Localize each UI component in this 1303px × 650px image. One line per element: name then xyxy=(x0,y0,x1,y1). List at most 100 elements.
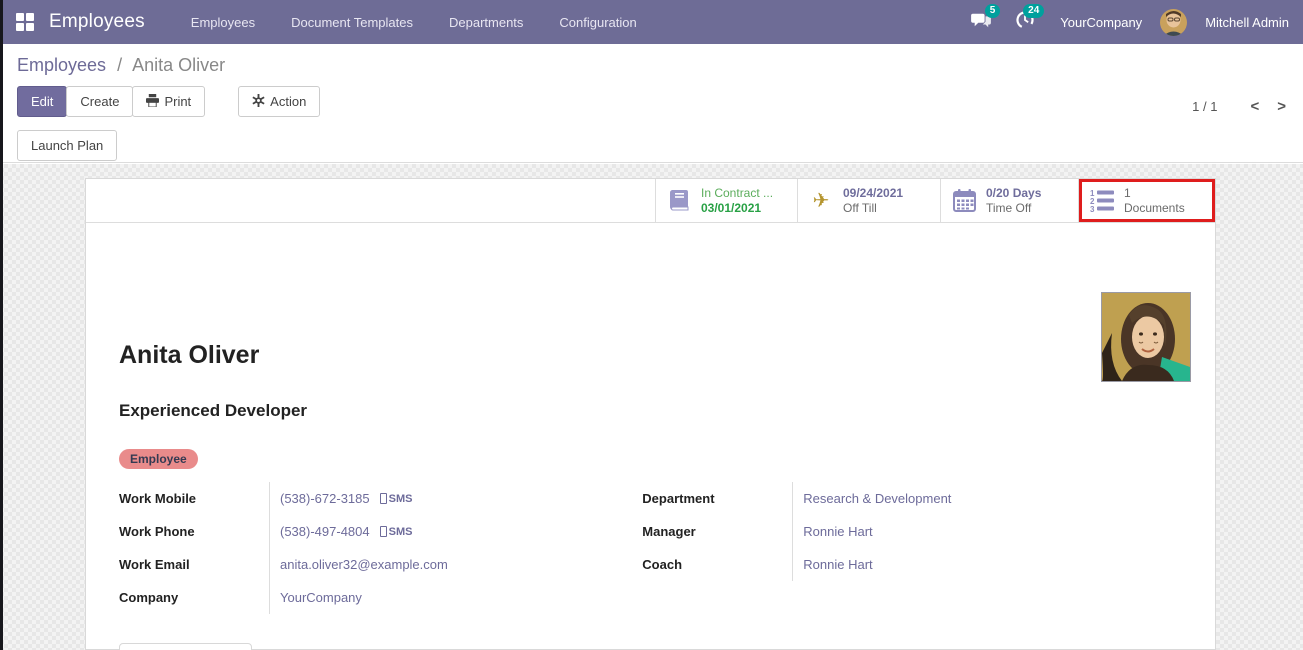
breadcrumb: Employees / Anita Oliver xyxy=(17,55,1286,76)
mobile-phone-icon xyxy=(379,493,387,504)
notebook-tabs: Work Information Private Information HR … xyxy=(119,643,1190,650)
gear-icon xyxy=(252,93,265,110)
tab-private-information[interactable]: Private Information xyxy=(278,643,387,650)
apps-grid-icon[interactable] xyxy=(16,13,34,31)
coach-value[interactable]: Ronnie Hart xyxy=(803,557,873,572)
field-label-coach: Coach xyxy=(642,557,683,572)
breadcrumb-separator: / xyxy=(117,55,123,75)
plane-icon: ✈ xyxy=(812,190,830,212)
stat-button-bar: In Contract ... 03/01/2021 ✈ 09/24/2021 … xyxy=(86,179,1215,223)
employee-name: Anita Oliver xyxy=(119,341,260,369)
stat-text: 0/20 Days Time Off xyxy=(986,186,1041,216)
user-avatar[interactable] xyxy=(1160,8,1188,36)
time-off-days: 0/20 Days xyxy=(986,185,1042,200)
field-label-work-mobile: Work Mobile xyxy=(119,491,197,506)
sms-label: SMS xyxy=(388,525,413,538)
field-row: Work Email anita.oliver32@example.com xyxy=(119,548,642,581)
edit-button[interactable]: Edit xyxy=(17,86,68,117)
tab-work-information[interactable]: Work Information xyxy=(119,643,252,650)
work-mobile-value[interactable]: (538)-672-3185 xyxy=(280,491,370,506)
control-panel: Employees / Anita Oliver Edit Create Pri… xyxy=(0,44,1303,163)
activities-button[interactable]: 24 xyxy=(1008,4,1045,36)
stat-text: In Contract ... 03/01/2021 xyxy=(701,186,773,216)
manager-value[interactable]: Ronnie Hart xyxy=(803,524,873,539)
stat-button-time-off[interactable]: 0/20 Days Time Off xyxy=(940,179,1078,222)
menu-document-templates[interactable]: Document Templates xyxy=(291,14,413,30)
field-label-manager: Manager xyxy=(642,524,696,539)
print-label: Print xyxy=(164,94,192,109)
contract-status: In Contract ... xyxy=(701,185,774,200)
print-button[interactable]: Print xyxy=(132,86,206,117)
user-menu[interactable]: Mitchell Admin xyxy=(1205,14,1289,30)
field-row: Work Mobile (538)-672-3185 SMS xyxy=(119,482,642,515)
off-till-date: 09/24/2021 xyxy=(843,185,904,200)
field-row: Work Phone (538)-497-4804 SMS xyxy=(119,515,642,548)
documents-label: Documents xyxy=(1124,200,1185,215)
off-till-label: Off Till xyxy=(843,200,877,215)
field-label-company: Company xyxy=(119,590,179,605)
documents-count: 1 xyxy=(1124,185,1131,200)
pager-value: 1 / 1 xyxy=(1192,99,1218,114)
time-off-label: Time Off xyxy=(986,200,1032,215)
department-value[interactable]: Research & Development xyxy=(803,491,952,506)
sms-button[interactable]: SMS xyxy=(379,492,413,505)
field-row: Coach Ronnie Hart xyxy=(642,548,1190,581)
employee-job-title: Experienced Developer xyxy=(119,401,308,420)
create-button[interactable]: Create xyxy=(66,86,134,117)
work-email-value[interactable]: anita.oliver32@example.com xyxy=(280,557,448,572)
calendar-icon xyxy=(951,189,977,212)
stat-button-off-till[interactable]: ✈ 09/24/2021 Off Till xyxy=(797,179,940,222)
action-button[interactable]: Action xyxy=(238,86,321,117)
work-phone-value[interactable]: (538)-497-4804 xyxy=(280,524,370,539)
record-pager: 1 / 1 < > xyxy=(1192,96,1295,117)
app-brand[interactable]: Employees xyxy=(49,11,145,32)
field-row: Manager Ronnie Hart xyxy=(642,515,1190,548)
menu-employees[interactable]: Employees xyxy=(190,14,256,30)
form-sheet: In Contract ... 03/01/2021 ✈ 09/24/2021 … xyxy=(85,178,1216,650)
field-row: Department Research & Development xyxy=(642,482,1190,515)
breadcrumb-current: Anita Oliver xyxy=(132,55,226,75)
field-area: Work Mobile (538)-672-3185 SMS Work Phon… xyxy=(119,482,1190,614)
field-column-right: Department Research & Development Manage… xyxy=(642,482,1190,614)
field-label-work-email: Work Email xyxy=(119,557,190,572)
sms-label: SMS xyxy=(388,492,413,505)
svg-text:2: 2 xyxy=(1090,197,1095,206)
window-edge xyxy=(0,0,3,650)
company-value[interactable]: YourCompany xyxy=(280,590,362,605)
app-menu: Employees Document Templates Departments… xyxy=(177,9,651,36)
launch-plan-button[interactable]: Launch Plan xyxy=(17,130,118,161)
activities-badge: 24 xyxy=(1023,4,1045,18)
sms-button[interactable]: SMS xyxy=(379,525,413,538)
form-body: Anita Oliver Experienced Developer Emplo… xyxy=(86,223,1215,650)
tab-personal-documents[interactable]: Personal Documents xyxy=(508,643,629,650)
employee-tag[interactable]: Employee xyxy=(119,449,198,469)
pager-previous-button[interactable]: < xyxy=(1250,98,1260,115)
menu-configuration[interactable]: Configuration xyxy=(559,14,637,30)
top-navbar: Employees Employees Document Templates D… xyxy=(0,0,1303,44)
stat-text: 1 Documents xyxy=(1124,186,1185,216)
stat-text: 09/24/2021 Off Till xyxy=(843,186,903,216)
button-row: Edit Create Print Action xyxy=(17,86,1286,117)
secondary-button-row: Launch Plan xyxy=(17,130,1286,161)
contract-date: 03/01/2021 xyxy=(701,200,762,215)
employee-photo[interactable] xyxy=(1101,292,1191,382)
tab-hr-settings[interactable]: HR Settings xyxy=(413,643,482,650)
company-switcher[interactable]: YourCompany xyxy=(1060,14,1143,30)
field-row: Company YourCompany xyxy=(119,581,642,614)
field-column-left: Work Mobile (538)-672-3185 SMS Work Phon… xyxy=(119,482,642,614)
mobile-phone-icon xyxy=(379,526,387,537)
navbar-systray: 5 24 YourCompany Mitchell Admin xyxy=(964,4,1297,36)
breadcrumb-employees[interactable]: Employees xyxy=(17,55,107,75)
content-background: In Contract ... 03/01/2021 ✈ 09/24/2021 … xyxy=(0,164,1303,650)
messages-button[interactable]: 5 xyxy=(964,4,1001,36)
menu-departments[interactable]: Departments xyxy=(448,14,524,30)
stat-button-contract[interactable]: In Contract ... 03/01/2021 xyxy=(655,179,797,222)
pager-next-button[interactable]: > xyxy=(1277,98,1286,115)
action-label: Action xyxy=(270,94,307,109)
messages-badge: 5 xyxy=(984,4,1001,18)
book-icon xyxy=(666,189,692,213)
printer-icon xyxy=(146,93,160,110)
svg-text:1: 1 xyxy=(1090,189,1095,198)
